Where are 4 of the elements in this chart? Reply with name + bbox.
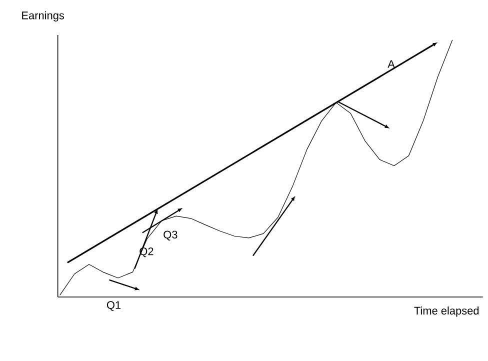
x-axis-title: Time elapsed [414, 306, 479, 317]
annotation: A [388, 60, 395, 68]
text: Q1 [106, 301, 121, 311]
y-axis-title: Earnings [22, 11, 64, 22]
